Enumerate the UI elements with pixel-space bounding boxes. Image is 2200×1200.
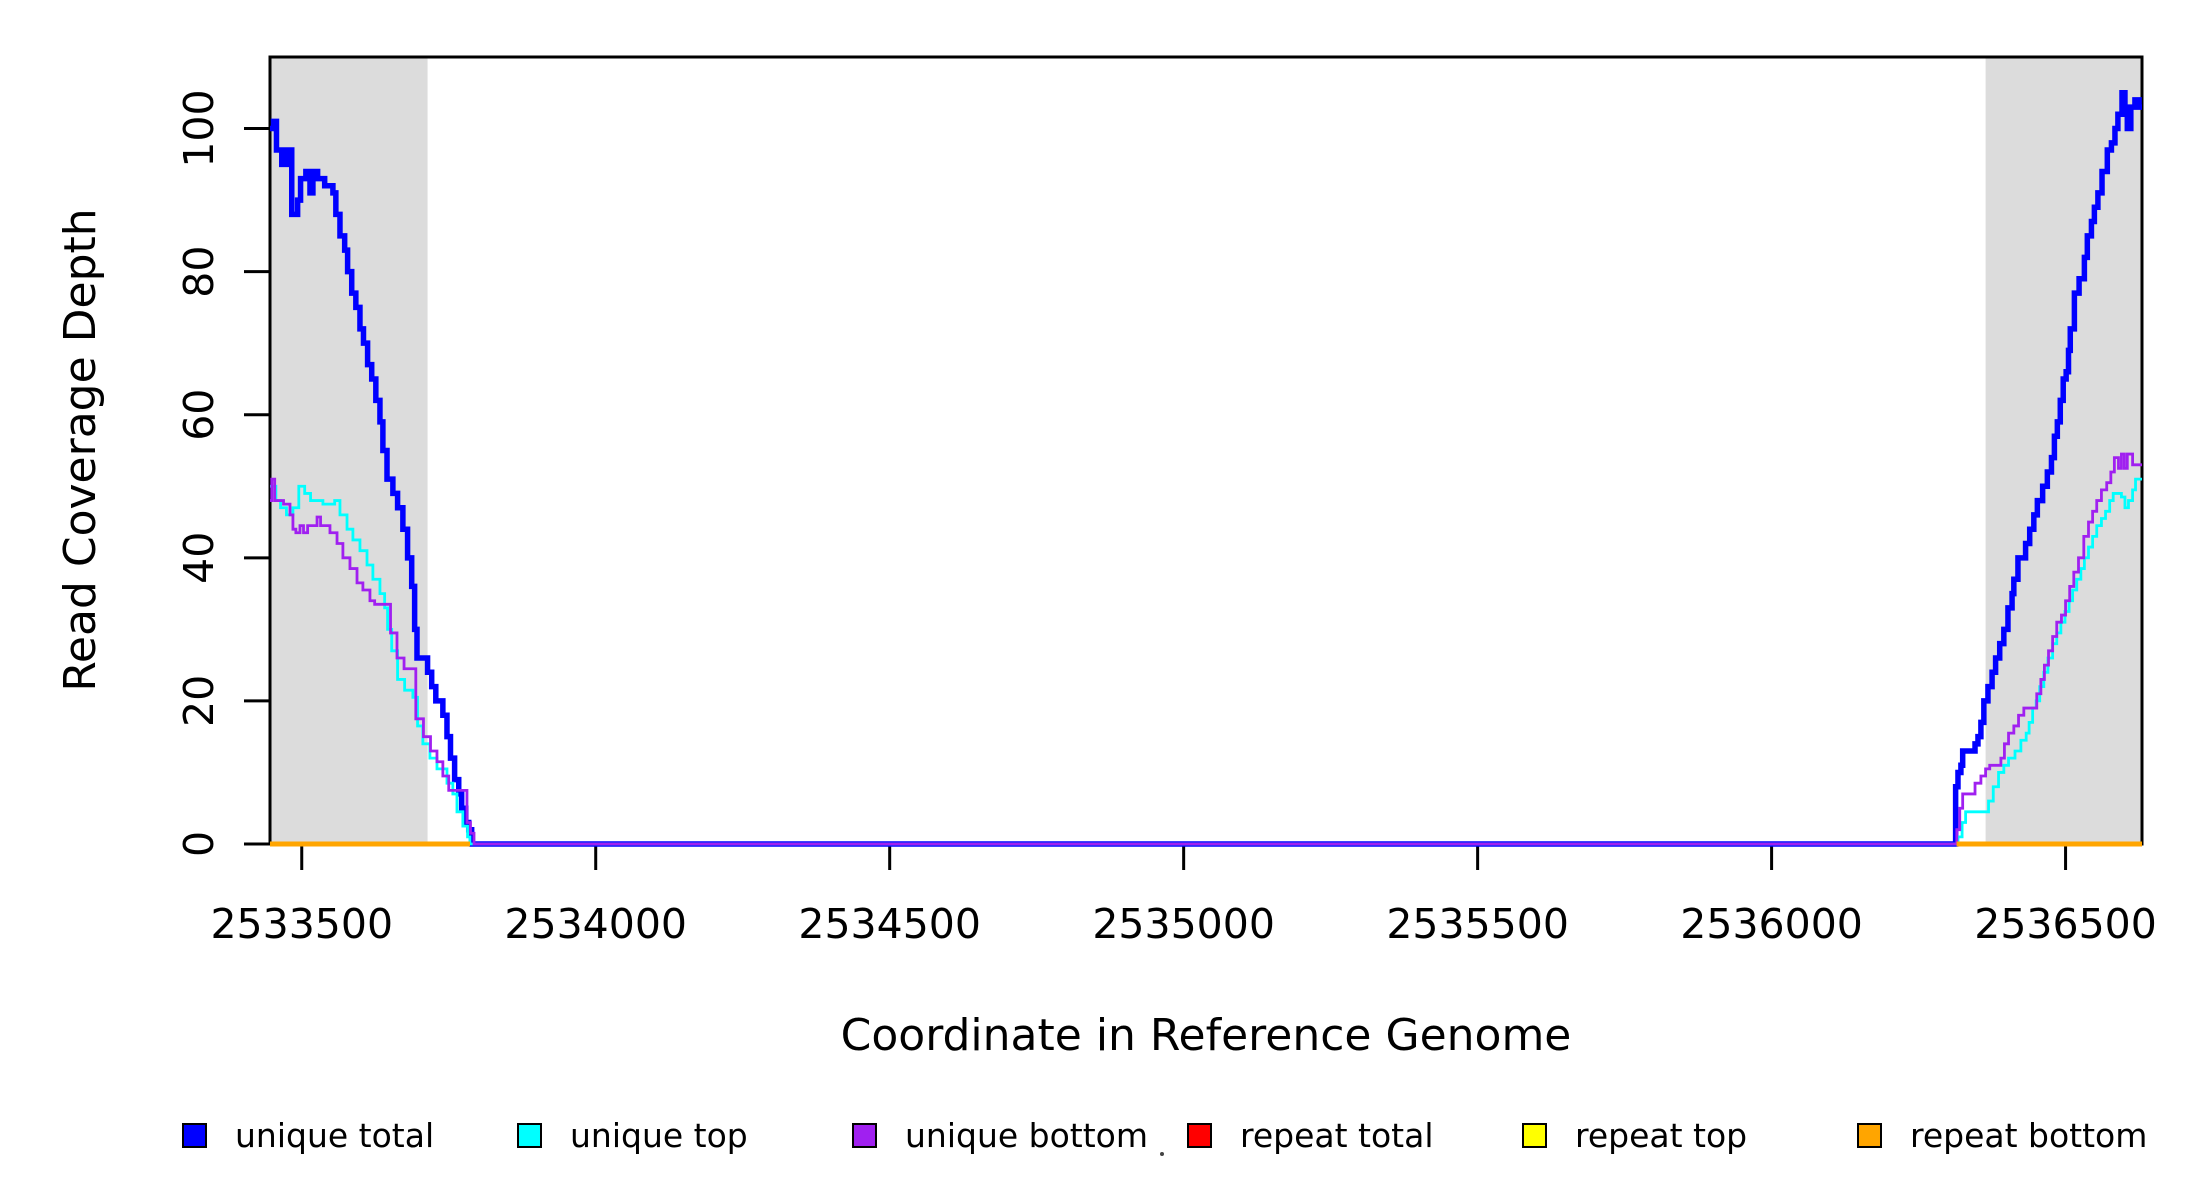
repeat-region-shade (1985, 57, 2142, 844)
x-tick-label: 2534000 (504, 900, 687, 948)
x-tick-label: 2536000 (1680, 900, 1863, 948)
legend: unique total unique top unique bottom repea… (0, 1112, 2200, 1162)
series-unique-bottom (270, 452, 2142, 846)
legend-swatch-icon (1857, 1122, 1882, 1148)
y-tick-label: 100 (175, 89, 223, 167)
legend-item-unique-top: unique top (517, 1112, 748, 1158)
legend-swatch-icon (517, 1122, 542, 1148)
y-tick-label: 80 (175, 246, 223, 298)
series-unique-top (270, 477, 2142, 846)
legend-item-repeat-total: repeat total (1187, 1112, 1434, 1158)
legend-swatch-icon (852, 1122, 877, 1148)
stray-dot (1160, 1152, 1164, 1156)
x-axis-label: Coordinate in Reference Genome (841, 1010, 1572, 1061)
axes: 2533500 2534000 2534500 2535000 2535500 25360… (175, 89, 2157, 948)
plot-border (268, 55, 2144, 846)
data-series (270, 90, 2142, 847)
legend-label: unique bottom (905, 1115, 1149, 1155)
shaded-repeat-regions (270, 57, 2142, 844)
legend-label: unique top (570, 1115, 748, 1155)
legend-label: repeat total (1240, 1115, 1434, 1155)
y-tick-label: 60 (175, 389, 223, 441)
legend-label: unique total (235, 1115, 435, 1155)
y-tick-label: 20 (175, 675, 223, 727)
legend-label: repeat top (1575, 1115, 1748, 1155)
legend-swatch-icon (182, 1122, 207, 1148)
y-tick-label: 0 (175, 831, 223, 857)
legend-label: repeat bottom (1910, 1115, 2148, 1155)
legend-swatch-icon (1522, 1122, 1547, 1148)
y-tick-label: 40 (175, 532, 223, 584)
series-unique-total (270, 90, 2142, 847)
x-tick-label: 2535500 (1386, 900, 1569, 948)
x-tick-label: 2535000 (1092, 900, 1275, 948)
legend-item-unique-total: unique total (182, 1112, 434, 1158)
x-tick-label: 2534500 (798, 900, 981, 948)
repeat-region-shade (270, 57, 428, 844)
y-axis-label: Read Coverage Depth (55, 208, 106, 691)
x-tick-label: 2533500 (210, 900, 393, 948)
legend-item-repeat-bottom: repeat bottom (1857, 1112, 2147, 1158)
legend-item-repeat-top: repeat top (1522, 1112, 1747, 1158)
x-tick-label: 2536500 (1974, 900, 2157, 948)
legend-item-unique-bottom: unique bottom (852, 1112, 1148, 1158)
legend-swatch-icon (1187, 1122, 1212, 1148)
